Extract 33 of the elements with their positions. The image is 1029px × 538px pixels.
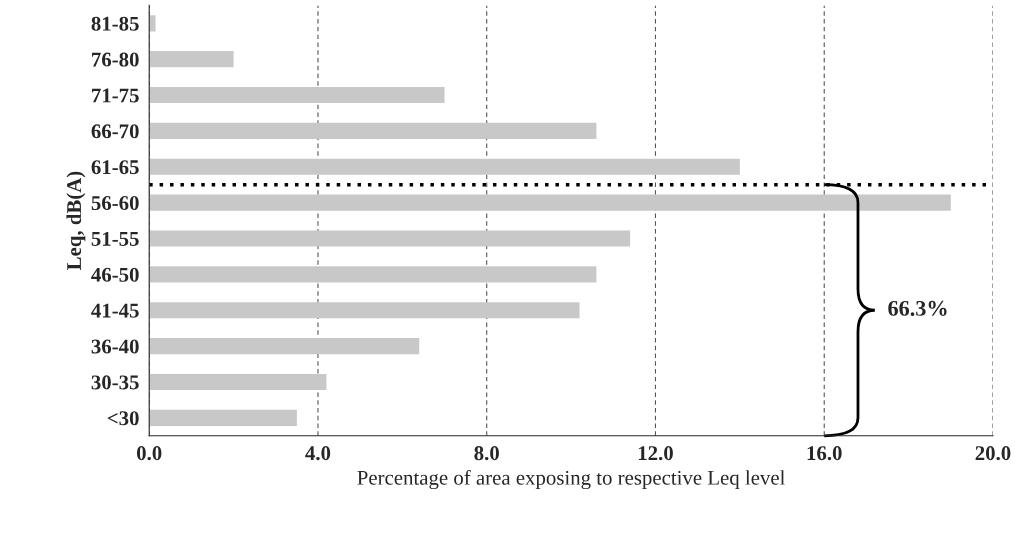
y-tick-label: 46-50 — [91, 267, 139, 282]
y-tick-label: 66-70 — [91, 124, 139, 139]
y-tick-label: 56-60 — [91, 196, 139, 211]
x-tick-label: 4.0 — [305, 446, 331, 461]
x-axis-title: Percentage of area exposing to respective Leq level — [357, 469, 785, 490]
bar — [149, 373, 327, 391]
bar — [149, 338, 420, 355]
y-tick-label: 61-65 — [91, 160, 139, 175]
y-tick-label: 76-80 — [92, 52, 139, 67]
bar — [149, 86, 445, 104]
bar — [149, 409, 297, 426]
y-tick-label: 36-40 — [91, 339, 139, 354]
y-tick-label: 30-35 — [91, 375, 139, 390]
y-tick-label: <30 — [107, 411, 139, 426]
bar — [149, 158, 740, 175]
x-tick-label: 8.0 — [474, 446, 499, 461]
x-tick-label: 0.0 — [136, 446, 162, 461]
bar — [149, 122, 597, 139]
x-tick-label: 20.0 — [975, 446, 1011, 461]
bar — [149, 15, 156, 32]
bar — [149, 194, 951, 211]
y-axis-title: Leq, dB(A) — [66, 171, 86, 270]
y-tick-label: 71-75 — [92, 88, 139, 103]
bar — [149, 230, 631, 247]
x-tick-label: 16.0 — [807, 446, 842, 461]
bar — [149, 302, 580, 319]
y-tick-label: 81-85 — [91, 16, 139, 31]
y-tick-label: 51-55 — [91, 231, 139, 246]
annotation: 66.3% — [888, 300, 947, 316]
bar — [149, 266, 597, 283]
x-tick-label: 12.0 — [638, 446, 673, 461]
bar — [149, 51, 234, 68]
y-tick-label: 41-45 — [91, 303, 139, 318]
